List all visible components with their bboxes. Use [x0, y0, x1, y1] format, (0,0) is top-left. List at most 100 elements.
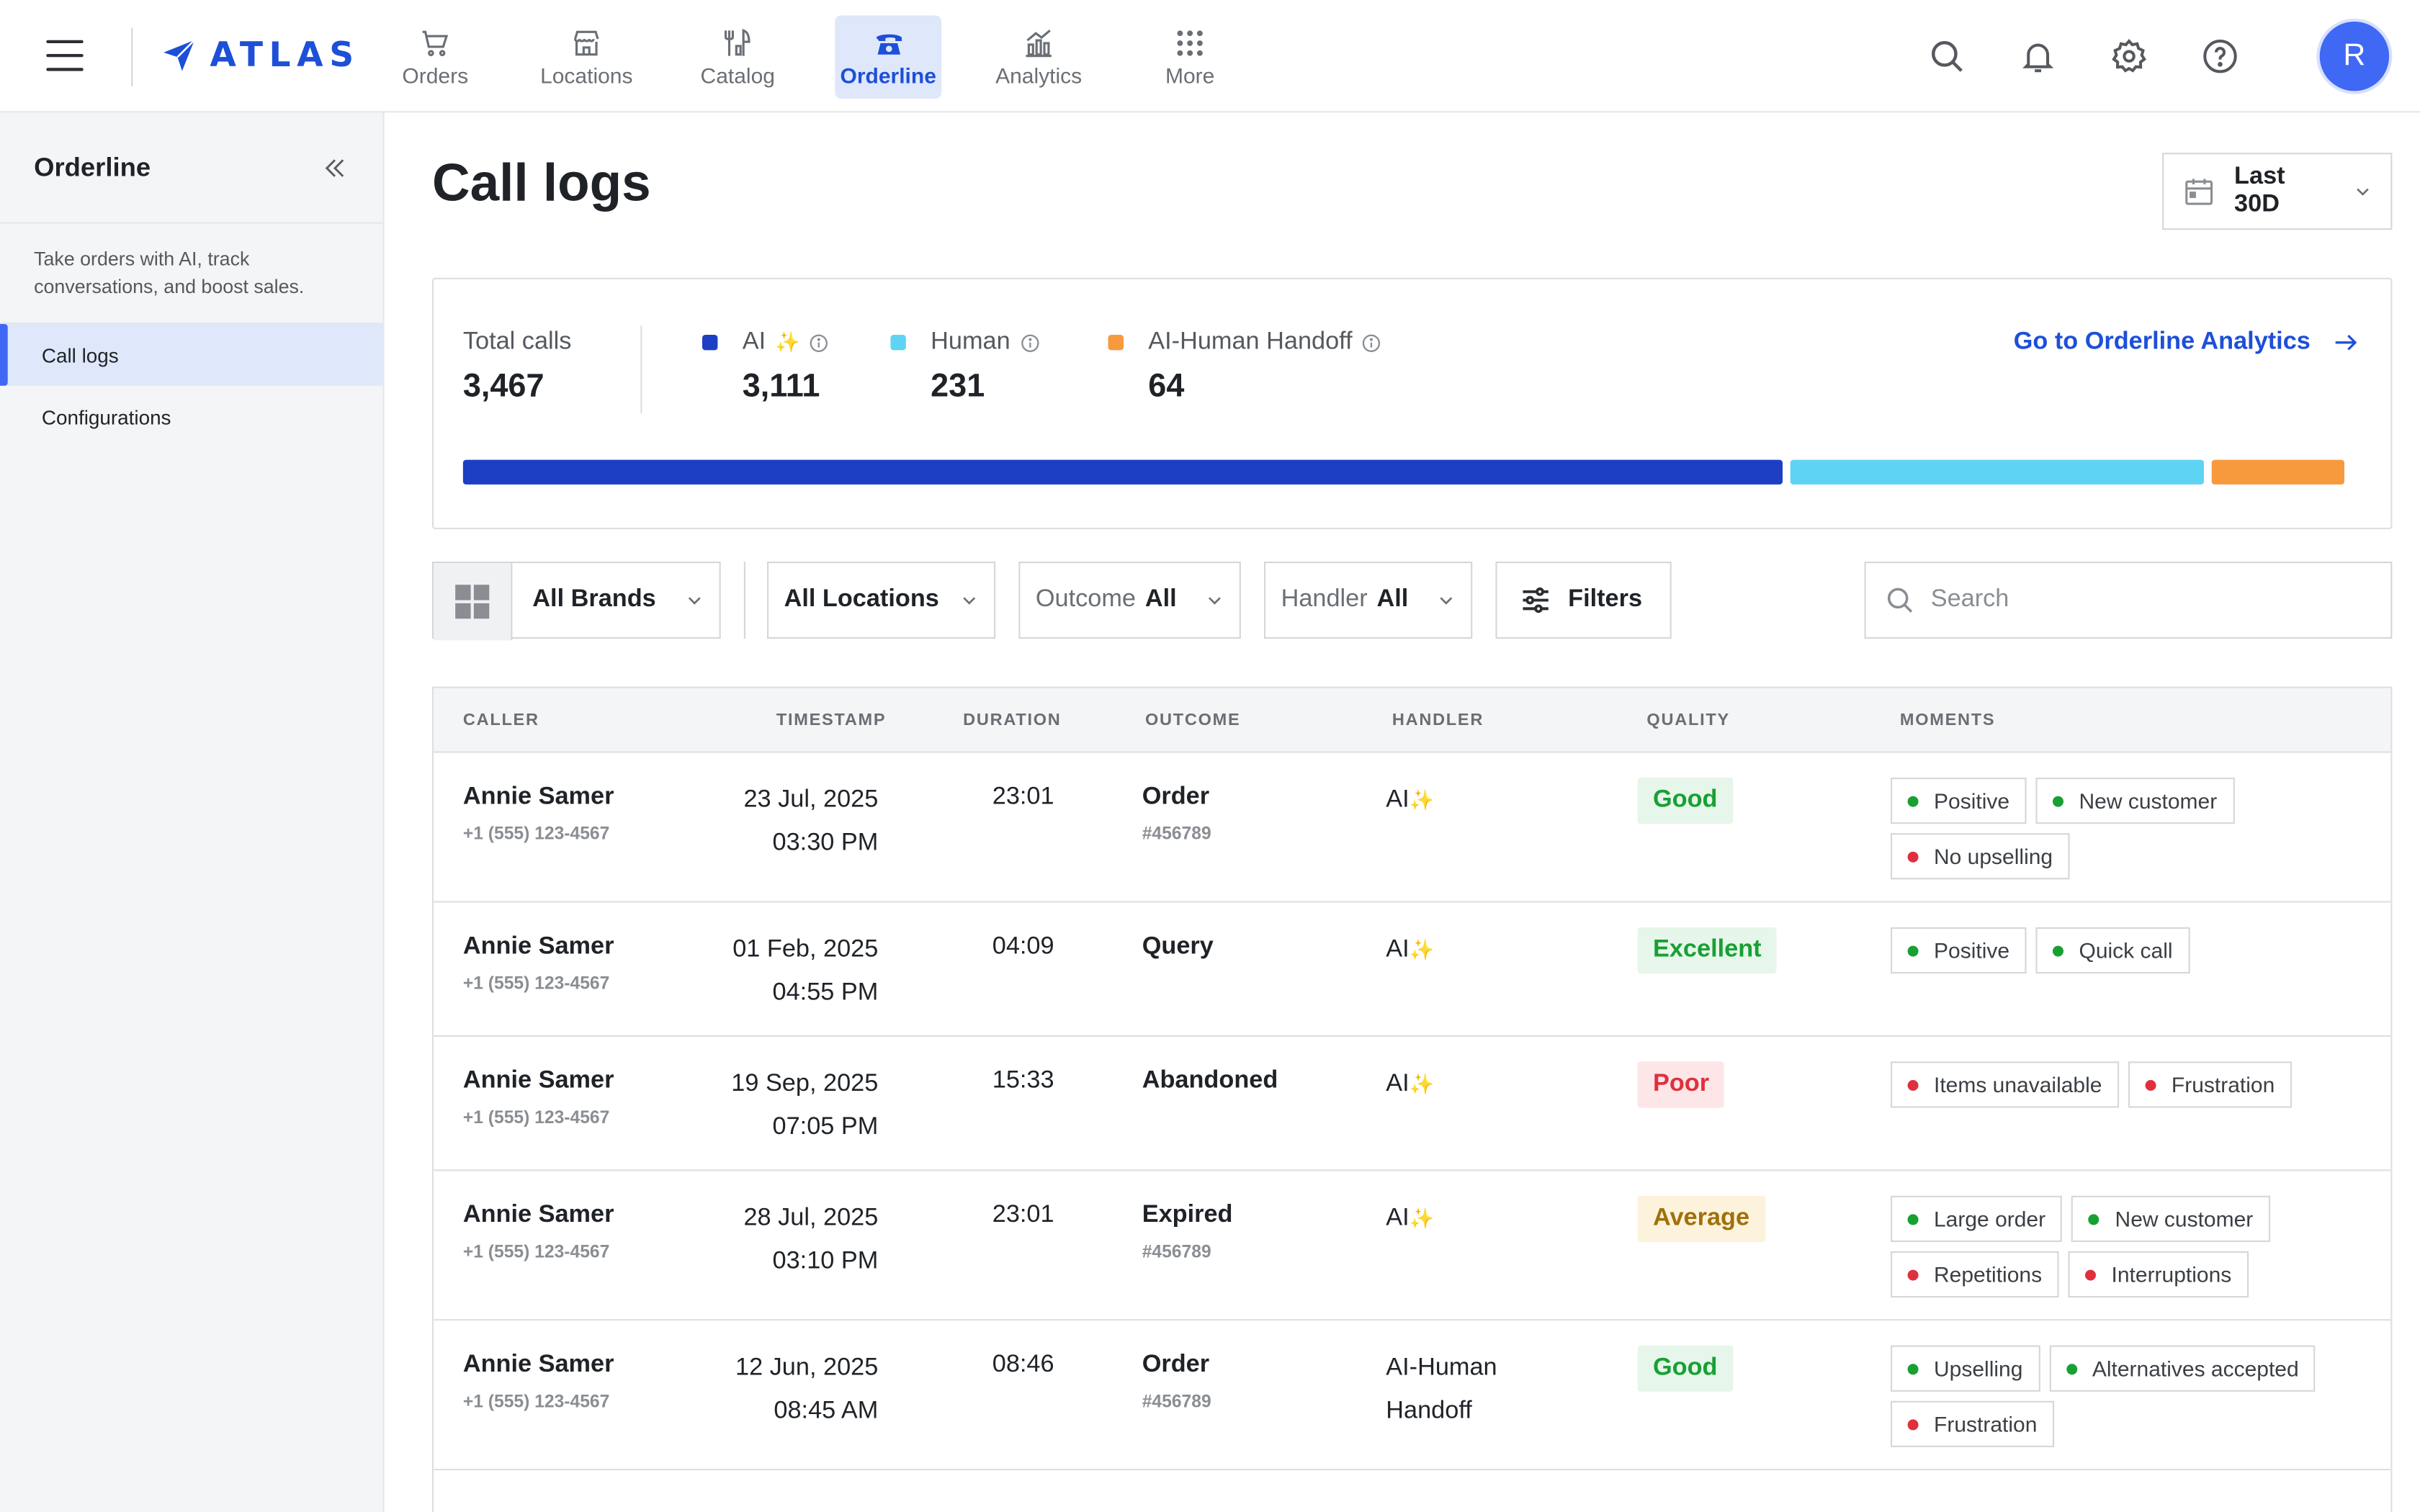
caller-cell: Annie Samer +1 (555) 123-4567: [463, 784, 614, 845]
stat-divider: [640, 325, 642, 414]
top-nav: ATLAS Orders Locations Catalog Orderline…: [0, 0, 2420, 113]
brands-grid-icon: [434, 563, 513, 641]
moment-tag[interactable]: Large order: [1891, 1195, 2063, 1242]
moment-tag[interactable]: Upselling: [1891, 1345, 2040, 1392]
avatar[interactable]: R: [2319, 22, 2390, 91]
phone-icon: [875, 34, 901, 55]
table-row[interactable]: Annie Samer +1 (555) 123-4567 01 Feb, 2025…: [434, 902, 2391, 1037]
order-id[interactable]: #456789: [1142, 1392, 1211, 1412]
sidebar-item-configurations[interactable]: Configurations: [0, 386, 382, 448]
info-icon[interactable]: [810, 333, 830, 353]
chevron-down-icon: [1440, 597, 1453, 605]
moment-label: Repetitions: [1934, 1261, 2043, 1287]
arrow-right-icon: [2335, 334, 2357, 351]
handler-dropdown[interactable]: Handler All: [1264, 562, 1473, 639]
chevron-down-icon: [688, 597, 701, 605]
moment-tag[interactable]: Alternatives accepted: [2048, 1345, 2316, 1392]
outcome-value: Order: [1142, 1351, 1210, 1378]
bar-segment-human: [1790, 459, 2205, 485]
moment-tag[interactable]: New customer: [2035, 778, 2234, 824]
caller-cell: Annie Samer +1 (555) 123-4567: [463, 1068, 614, 1128]
search-icon[interactable]: [1927, 37, 1966, 76]
timestamp-time: 03:30 PM: [772, 829, 879, 857]
table-row[interactable]: Annie Samer +1 (555) 123-4567 28 Jul, 2025…: [434, 1171, 2391, 1321]
analytics-link-label: Go to Orderline Analytics: [2013, 328, 2311, 355]
moment-tag[interactable]: Items unavailable: [1891, 1061, 2120, 1108]
stat-human: Human 231: [890, 328, 1039, 405]
timestamp-cell: 01 Feb, 2025 04:55 PM: [732, 929, 878, 1015]
sparkle-icon: ✨: [1409, 937, 1435, 961]
moment-tag[interactable]: No upselling: [1891, 833, 2070, 880]
th-duration[interactable]: DURATION: [963, 711, 1062, 730]
quality-badge: Poor: [1637, 1061, 1725, 1108]
nav-analytics[interactable]: Analytics: [963, 15, 1114, 99]
th-moments[interactable]: MOMENTS: [1899, 711, 1996, 730]
moment-tag[interactable]: Quick call: [2035, 927, 2190, 974]
handler-value: AI: [1386, 1205, 1410, 1231]
moment-tag[interactable]: Repetitions: [1891, 1251, 2059, 1298]
outcome-dropdown[interactable]: Outcome All: [1018, 562, 1241, 639]
chevron-down-icon: [2357, 188, 2370, 196]
outcome-value: Abandoned: [1142, 1067, 1278, 1094]
sidebar-description: Take orders with AI, track conversations…: [0, 224, 383, 324]
timestamp-time: 07:05 PM: [772, 1114, 879, 1140]
moment-tag[interactable]: Frustration: [2128, 1061, 2292, 1108]
th-quality[interactable]: QUALITY: [1646, 711, 1730, 730]
moment-tag[interactable]: New customer: [2071, 1195, 2270, 1242]
nav-more-label: More: [1165, 63, 1215, 89]
caller-cell: Annie Samer +1 (555) 123-4567: [463, 1202, 614, 1262]
moment-tag[interactable]: Positive: [1891, 778, 2027, 824]
legend-human-swatch: [890, 335, 906, 351]
summary-card: Total calls 3,467 AI ✨ 3,111 Human 231 AI…: [432, 277, 2393, 529]
brands-value: All Brands: [532, 586, 656, 613]
timestamp-time: 08:45 AM: [774, 1398, 879, 1424]
table-header: CALLER TIMESTAMP DURATION OUTCOME HANDLE…: [434, 688, 2391, 753]
th-caller[interactable]: CALLER: [462, 711, 539, 730]
filters-button[interactable]: Filters: [1495, 562, 1672, 639]
orderline-analytics-link[interactable]: Go to Orderline Analytics: [2014, 328, 2360, 356]
duration-cell: 04:09: [992, 933, 1054, 960]
moments-cell: Positive New customer No upselling: [1891, 778, 2354, 880]
duration-cell: 15:33: [992, 1067, 1054, 1094]
outcome-cell: Query: [1142, 933, 1214, 961]
info-icon[interactable]: [1361, 333, 1381, 353]
collapse-icon[interactable]: [321, 153, 349, 181]
quality-cell: Good: [1637, 1345, 1733, 1392]
moment-tag[interactable]: Positive: [1891, 927, 2027, 974]
th-handler[interactable]: HANDLER: [1392, 711, 1484, 730]
moment-tag[interactable]: Frustration: [1891, 1400, 2054, 1447]
locations-dropdown[interactable]: All Locations: [767, 562, 996, 639]
menu-icon[interactable]: [46, 40, 84, 71]
stat-ai-value: 3,111: [742, 369, 820, 405]
nav-orderline[interactable]: Orderline: [835, 15, 942, 99]
bell-icon[interactable]: [2019, 37, 2058, 76]
logo[interactable]: ATLAS: [161, 34, 360, 77]
moment-dot: [1907, 1363, 1919, 1374]
order-id[interactable]: #456789: [1142, 1243, 1211, 1262]
nav-orders[interactable]: Orders: [359, 15, 511, 99]
nav-more[interactable]: More: [1114, 15, 1265, 99]
moment-tag[interactable]: Interruptions: [2068, 1251, 2249, 1298]
nav-locations[interactable]: Locations: [511, 15, 662, 99]
stat-handoff-label: AI-Human Handoff: [1148, 328, 1353, 355]
gear-icon[interactable]: [2110, 37, 2148, 76]
th-outcome[interactable]: OUTCOME: [1145, 711, 1241, 730]
moment-dot: [2053, 795, 2064, 806]
caller-name: Annie Samer: [462, 1202, 614, 1228]
nav-catalog[interactable]: Catalog: [662, 15, 813, 99]
sidebar-item-call-logs[interactable]: Call logs: [0, 324, 383, 386]
timestamp-cell: 12 Jun, 2025 08:45 AM: [735, 1347, 878, 1434]
th-timestamp[interactable]: TIMESTAMP: [776, 711, 887, 730]
search-input[interactable]: [1930, 586, 2363, 614]
order-id[interactable]: #456789: [1142, 825, 1211, 845]
brands-dropdown[interactable]: All Brands: [432, 562, 721, 641]
nav-analytics-label: Analytics: [995, 63, 1083, 89]
table-row[interactable]: Annie Samer +1 (555) 123-4567 12 Jun, 2025…: [434, 1320, 2391, 1471]
table-row[interactable]: Annie Samer +1 (555) 123-4567 19 Sep, 2025…: [434, 1037, 2391, 1171]
outcome-cell: Order #456789: [1142, 1351, 1211, 1412]
date-range-picker[interactable]: Last 30D: [2162, 153, 2393, 230]
outcome-label: Outcome: [1035, 586, 1136, 613]
info-icon[interactable]: [1020, 333, 1040, 353]
help-icon[interactable]: [2201, 37, 2240, 76]
table-row[interactable]: Annie Samer +1 (555) 123-4567 23 Jul, 2025…: [434, 752, 2391, 903]
